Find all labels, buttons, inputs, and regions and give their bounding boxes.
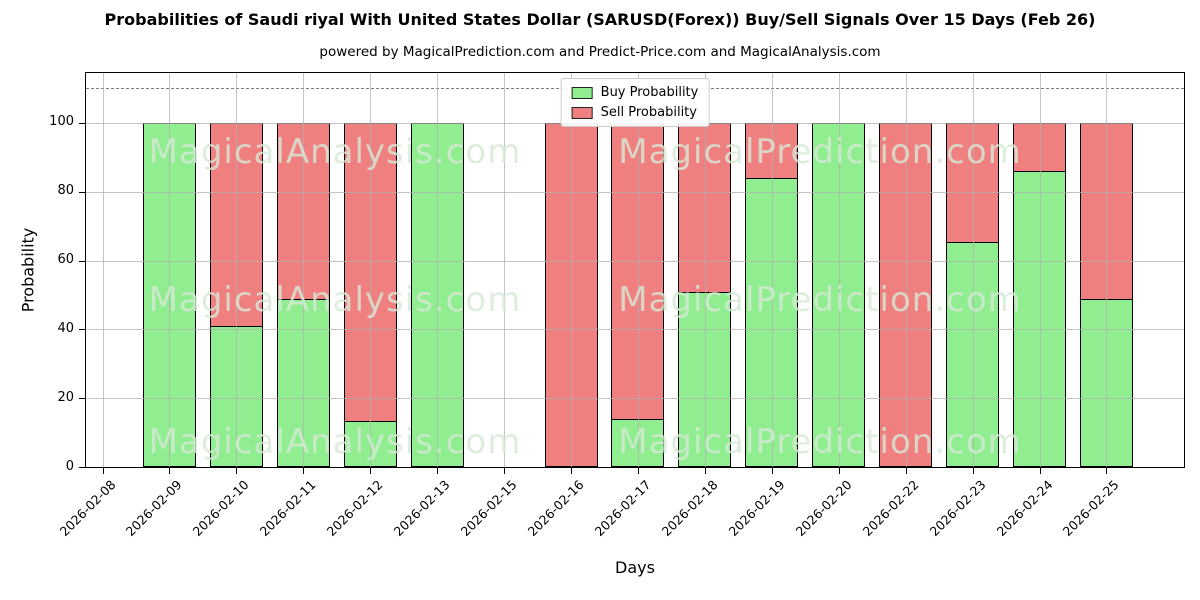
y-axis-label: Probability: [18, 227, 38, 313]
x-gridline: [370, 73, 372, 467]
x-tick-label: 2026-02-10: [189, 477, 252, 539]
x-tickmark: [303, 468, 305, 474]
y-gridline: [86, 398, 1184, 400]
x-gridline: [704, 73, 706, 467]
x-tick-label: 2026-02-22: [859, 477, 922, 539]
sell-swatch-icon: [571, 106, 593, 119]
y-tickmark: [79, 329, 85, 331]
x-tick-label: 2026-02-18: [658, 477, 721, 539]
x-tickmark: [504, 468, 506, 474]
x-gridline: [102, 73, 104, 467]
buy-swatch-icon: [571, 86, 593, 99]
chart-subtitle: powered by MagicalPrediction.com and Pre…: [319, 44, 881, 60]
y-tick-label: 0: [65, 458, 74, 474]
x-tick-label: 2026-02-23: [926, 477, 989, 539]
plot-area: Buy Probability Sell Probability: [85, 72, 1185, 468]
x-tick-label: 2026-02-17: [591, 477, 654, 539]
x-tickmark: [905, 468, 907, 474]
x-tick-label: 2026-02-12: [323, 477, 386, 539]
legend-item-buy: Buy Probability: [571, 85, 699, 100]
x-tick-label: 2026-02-13: [390, 477, 453, 539]
x-gridline: [303, 73, 305, 467]
y-tick-label: 80: [57, 183, 74, 199]
y-gridline: [86, 329, 1184, 331]
legend: Buy Probability Sell Probability: [560, 78, 710, 127]
x-gridline: [637, 73, 639, 467]
x-gridline: [972, 73, 974, 467]
x-tick-label: 2026-02-09: [123, 477, 186, 539]
x-tickmark: [370, 468, 372, 474]
x-tick-label: 2026-02-08: [56, 477, 119, 539]
x-tickmark: [637, 468, 639, 474]
x-tickmark: [1039, 468, 1041, 474]
x-axis-label: Days: [615, 558, 655, 577]
x-tickmark: [838, 468, 840, 474]
y-tickmark: [79, 398, 85, 400]
x-tickmark: [236, 468, 238, 474]
x-tickmark: [972, 468, 974, 474]
x-gridline: [437, 73, 439, 467]
y-tick-label: 20: [57, 389, 74, 405]
x-tick-label: 2026-02-20: [792, 477, 855, 539]
x-tick-label: 2026-02-15: [457, 477, 520, 539]
x-gridline: [169, 73, 171, 467]
y-tick-label: 100: [49, 114, 74, 130]
legend-label-buy: Buy Probability: [600, 85, 699, 100]
legend-item-sell: Sell Probability: [571, 105, 699, 120]
x-tick-label: 2026-02-24: [993, 477, 1056, 539]
x-gridline: [905, 73, 907, 467]
x-gridline: [838, 73, 840, 467]
y-tick-label: 60: [57, 252, 74, 268]
x-gridline: [1106, 73, 1108, 467]
x-tickmark: [771, 468, 773, 474]
y-tick-label: 40: [57, 320, 74, 336]
x-gridline: [504, 73, 506, 467]
y-tickmark: [79, 191, 85, 193]
legend-label-sell: Sell Probability: [600, 105, 697, 120]
y-gridline: [86, 191, 1184, 193]
chart-title: Probabilities of Saudi riyal With United…: [104, 10, 1096, 29]
x-tickmark: [169, 468, 171, 474]
x-tickmark: [437, 468, 439, 474]
x-tick-label: 2026-02-19: [725, 477, 788, 539]
x-tickmark: [1106, 468, 1108, 474]
x-tickmark: [571, 468, 572, 474]
x-tickmark: [102, 468, 104, 474]
x-gridline: [771, 73, 773, 467]
x-tickmark: [704, 468, 706, 474]
y-tickmark: [79, 260, 85, 262]
y-tickmark: [79, 122, 85, 124]
y-gridline: [86, 260, 1184, 262]
x-tick-label: 2026-02-25: [1060, 477, 1123, 539]
x-tick-label: 2026-02-16: [524, 477, 587, 539]
x-gridline: [236, 73, 238, 467]
x-gridline: [571, 73, 572, 467]
x-tick-label: 2026-02-11: [256, 477, 319, 539]
y-tickmark: [79, 467, 85, 468]
x-gridline: [1039, 73, 1041, 467]
